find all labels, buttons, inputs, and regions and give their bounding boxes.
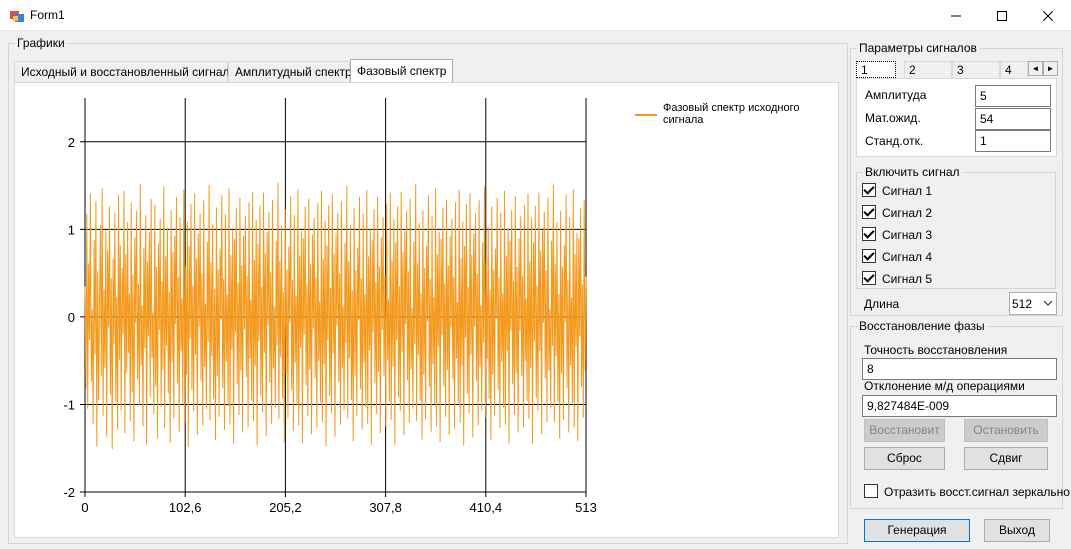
series-line	[84, 182, 587, 450]
signal-1-label: Сигнал 1	[882, 184, 933, 198]
signal-3-checkbox[interactable]	[862, 227, 876, 241]
tab-scroll-left-button[interactable]: ◄	[1028, 61, 1043, 76]
tab-phase-spectrum[interactable]: Фазовый спектр	[350, 59, 453, 83]
y-tick-label: 2	[68, 135, 75, 150]
tab-source-restored[interactable]: Исходный и восстановленный сигнал	[14, 61, 230, 82]
enable-signal-group: Включить сигнал	[856, 165, 1056, 289]
restore-button[interactable]: Восстановит	[864, 419, 945, 442]
params-tab-1[interactable]: 1	[856, 61, 896, 78]
signal-3-label: Сигнал 3	[882, 228, 933, 242]
title-bar: Form1	[0, 0, 1071, 31]
params-tab-4[interactable]: 4	[1000, 61, 1028, 78]
amplitude-label: Амплитуда	[865, 88, 927, 102]
signal-5-checkbox[interactable]	[862, 271, 876, 285]
signal-5-label: Сигнал 5	[882, 272, 933, 286]
app-icon	[10, 11, 24, 22]
enable-signal-group-label: Включить сигнал	[863, 165, 962, 179]
x-tick-label: 205,2	[269, 500, 302, 515]
chevron-down-icon	[1043, 300, 1053, 306]
mean-label: Мат.ожид.	[865, 111, 921, 125]
deviation-input[interactable]	[862, 395, 1057, 417]
close-button[interactable]	[1025, 0, 1071, 31]
phase-spectrum-page: 0 102,6 205,2 307,8 410,4 513 2 1 0 -1 -2 Фазовый с…	[14, 82, 839, 538]
tab-amplitude-spectrum[interactable]: Амплитудный спектр	[228, 61, 352, 82]
length-select[interactable]: 512	[1009, 292, 1057, 315]
phase-recovery-group: Восстановление фазы	[850, 319, 1063, 509]
length-label: Длина	[864, 297, 900, 311]
phase-spectrum-chart: 0 102,6 205,2 307,8 410,4 513 2 1 0 -1 -2 Фазовый с…	[63, 98, 799, 515]
x-tick-label: 410,4	[470, 500, 503, 515]
params-group: Параметры сигналов	[850, 41, 1063, 316]
x-tick-label: 102,6	[169, 500, 202, 515]
signal-4-checkbox[interactable]	[862, 249, 876, 263]
stop-button[interactable]: Остановить	[964, 419, 1048, 442]
y-tick-label: -2	[63, 485, 75, 500]
legend-label: Фазовый спектр исходного сигнала	[663, 102, 799, 126]
deviation-label: Отклонение м/д операциями	[864, 379, 1025, 393]
std-label: Станд.отк.	[865, 134, 924, 148]
params-tab-2[interactable]: 2	[904, 61, 952, 78]
mirror-checkbox[interactable]	[864, 484, 878, 498]
signal-1-checkbox[interactable]	[862, 183, 876, 197]
mirror-label: Отразить восст.сигнал зеркально	[884, 485, 1070, 499]
window-title: Form1	[30, 8, 65, 22]
y-tick-label: 0	[68, 310, 75, 325]
signal-2-label: Сигнал 2	[882, 206, 933, 220]
minimize-icon	[951, 15, 961, 16]
std-input[interactable]	[975, 130, 1051, 152]
graphs-group-label: Графики	[15, 36, 67, 50]
graphs-group: Графики	[8, 36, 848, 544]
maximize-icon	[997, 10, 1007, 21]
phase-recovery-group-label: Восстановление фазы	[857, 319, 987, 333]
generate-button[interactable]: Генерация	[864, 519, 970, 542]
signal-4-label: Сигнал 4	[882, 250, 933, 264]
mean-input[interactable]	[975, 108, 1051, 130]
y-tick-label: 1	[68, 222, 75, 237]
params-tab-3[interactable]: 3	[952, 61, 1000, 78]
minimize-button[interactable]	[933, 0, 979, 31]
length-value: 512	[1012, 297, 1033, 311]
amplitude-input[interactable]	[975, 85, 1051, 107]
exit-button[interactable]: Выход	[984, 519, 1050, 542]
maximize-button[interactable]	[979, 0, 1025, 31]
x-tick-label: 307,8	[369, 500, 402, 515]
tab-scroll-right-button[interactable]: ►	[1043, 61, 1058, 76]
x-tick-label: 0	[81, 500, 88, 515]
accuracy-input[interactable]	[862, 358, 1057, 380]
close-icon	[1043, 10, 1053, 21]
x-tick-label: 513	[575, 500, 597, 515]
params-group-label: Параметры сигналов	[857, 41, 979, 55]
signal-2-checkbox[interactable]	[862, 205, 876, 219]
y-tick-label: -1	[63, 397, 75, 412]
reset-button[interactable]: Сброс	[864, 447, 945, 470]
accuracy-label: Точность восстановления	[864, 343, 1008, 357]
shift-button[interactable]: Сдвиг	[964, 447, 1048, 470]
